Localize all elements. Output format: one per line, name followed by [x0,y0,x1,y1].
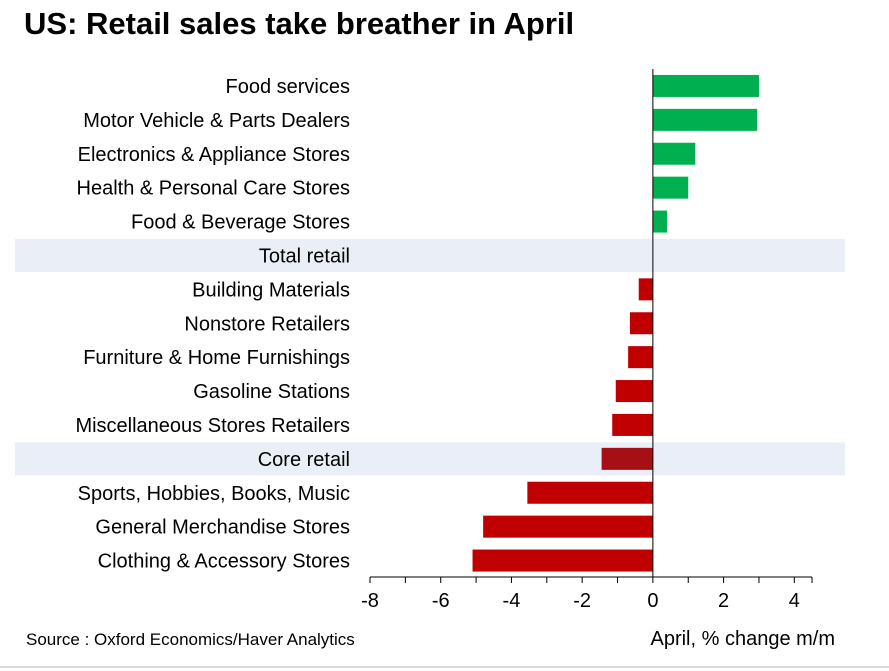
category-label: Clothing & Accessory Stores [98,551,350,573]
category-label: General Merchandise Stores [95,517,350,539]
category-label: Gasoline Stations [193,381,350,403]
category-label: Food services [226,76,351,98]
category-label: Miscellaneous Stores Retailers [75,415,350,437]
x-tick-label: -4 [503,590,521,612]
category-label: Motor Vehicle & Parts Dealers [83,110,350,132]
category-labels: Food services Motor Vehicle & Parts Deale… [75,76,350,573]
bar-core-retail [601,447,653,470]
bar-health-personal-care-stores [652,176,689,199]
category-label: Furniture & Home Furnishings [83,347,350,369]
highlight-band-total-retail [15,239,845,272]
bars [472,74,759,572]
category-label: Core retail [258,449,350,471]
x-tick-label: -2 [573,590,591,612]
bar-food-beverage-stores [652,210,668,233]
bar-electronics-appliance-stores [652,142,696,165]
highlight-band-core-retail [15,442,845,476]
bottom-divider [0,666,889,668]
x-axis-label: April, % change m/m [650,628,835,650]
bar-miscellaneous-stores-retailers [612,413,653,436]
bar-food-services [652,74,759,97]
category-label: Sports, Hobbies, Books, Music [78,483,350,505]
highlight-bands [15,239,845,476]
bar-furniture-home-furnishings [628,346,653,369]
x-tick-label: -6 [432,590,450,612]
chart-title: US: Retail sales take breather in April [24,6,575,41]
category-label: Total retail [259,245,350,267]
source-note: Source : Oxford Economics/Haver Analytic… [26,630,355,649]
x-tick-label: -8 [361,590,379,612]
bar-clothing-accessory-stores [472,549,653,572]
category-label: Building Materials [192,279,350,301]
category-label: Nonstore Retailers [184,313,350,335]
bar-motor-vehicle-parts-dealers [652,108,758,131]
x-tick-label: 2 [718,590,729,612]
x-tick-label: 4 [789,590,800,612]
bar-general-merchandise-stores [483,515,653,538]
axes: -8 -6 -4 -2 0 2 4 [361,69,813,612]
bar-building-materials [638,278,653,301]
x-tick-label: 0 [647,590,658,612]
category-label: Health & Personal Care Stores [77,178,350,200]
bar-gasoline-stations [615,380,653,403]
bar-sports-hobbies-books-music [527,481,653,504]
category-label: Food & Beverage Stores [131,212,350,234]
bar-nonstore-retailers [629,312,653,335]
category-label: Electronics & Appliance Stores [78,144,350,166]
